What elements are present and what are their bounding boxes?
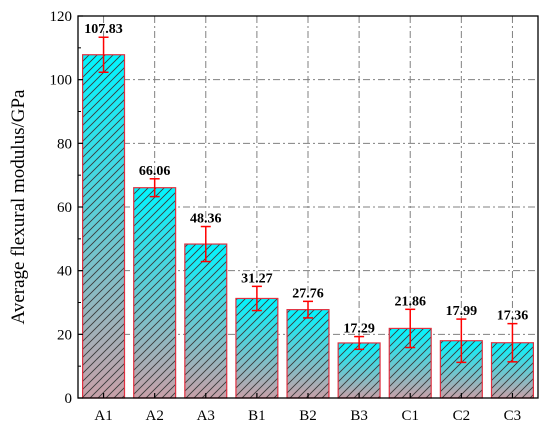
data-label-c2: 17.99 (446, 304, 478, 319)
x-tick-label-c1: C1 (401, 408, 419, 424)
bar-hatch-b3 (337, 342, 381, 399)
y-axis-title: Average flexural modulus/GPa (8, 89, 29, 325)
x-tick-label-b3: B3 (350, 408, 368, 424)
data-label-b2: 27.76 (292, 286, 324, 301)
x-tick-label-b2: B2 (299, 408, 317, 424)
error-bar-b2 (303, 300, 313, 319)
bar-hatch-b1 (235, 297, 279, 399)
x-tick-label-c3: C3 (504, 408, 522, 424)
error-bar-b1 (251, 285, 262, 312)
data-label-a2: 66.06 (139, 164, 171, 179)
y-tick-label: 20 (57, 327, 72, 343)
bar-hatch-a2 (133, 187, 177, 399)
data-labels: 107.83 66.06 48.36 31.27 27.76 17.29 21.86 17.9… (84, 22, 528, 336)
error-bar-b3 (354, 335, 365, 351)
error-bar-a2 (149, 178, 160, 198)
x-tick-label-a1: A1 (94, 408, 112, 424)
bar-hatch-a3 (184, 243, 228, 399)
y-tick-label: 80 (57, 136, 72, 152)
bars (81, 54, 535, 399)
data-label-c3: 17.36 (497, 309, 529, 324)
error-bar-a3 (200, 225, 211, 263)
error-bar-a1 (98, 36, 109, 73)
axes: 0 20 40 60 80 100 120 A1 A2 A3 B1 B2 B3 C1 C2 C3 (50, 9, 539, 424)
y-tick-label: 100 (50, 73, 73, 89)
y-tick-label: 60 (57, 200, 72, 216)
x-tick-label-c2: C2 (453, 408, 471, 424)
x-tick-label-a3: A3 (197, 408, 215, 424)
y-tick-label: 120 (50, 9, 73, 25)
x-tick-label-a2: A2 (145, 408, 163, 424)
data-label-b3: 17.29 (343, 322, 375, 337)
error-bars (98, 36, 518, 364)
data-label-c1: 21.86 (394, 294, 426, 309)
x-tick-label-b1: B1 (248, 408, 266, 424)
error-bar-c1 (405, 308, 416, 349)
data-label-a1: 107.83 (84, 22, 123, 37)
error-bar-c3 (507, 322, 518, 363)
y-tick-label: 40 (57, 264, 72, 280)
data-label-b1: 31.27 (241, 271, 273, 286)
y-tick-label: 0 (65, 391, 73, 407)
error-bar-c2 (456, 318, 467, 364)
bar-hatch-b2 (286, 309, 330, 399)
data-label-a3: 48.36 (190, 212, 222, 227)
bar-hatch-a1 (81, 54, 126, 399)
